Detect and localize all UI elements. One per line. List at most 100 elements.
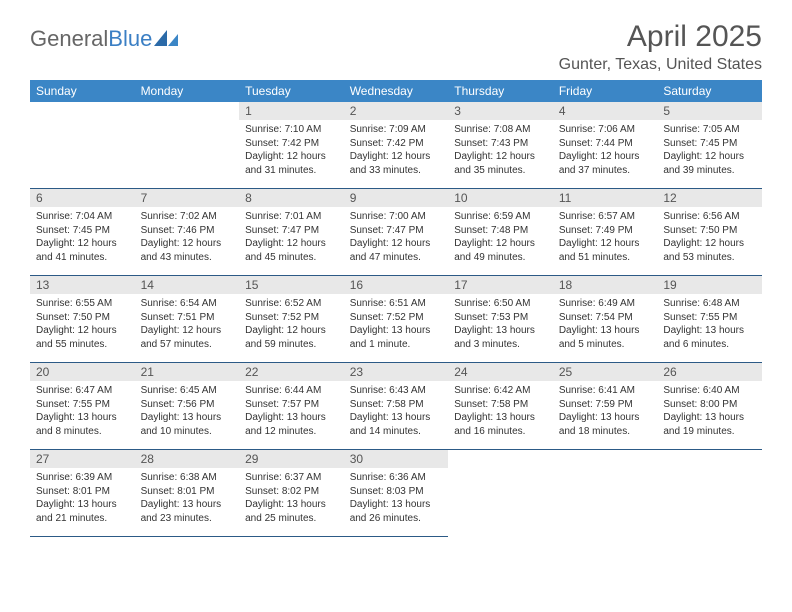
calendar-week: 27Sunrise: 6:39 AMSunset: 8:01 PMDayligh… [30, 450, 762, 537]
calendar-cell: 9Sunrise: 7:00 AMSunset: 7:47 PMDaylight… [344, 189, 449, 276]
day-details: Sunrise: 6:56 AMSunset: 7:50 PMDaylight:… [657, 207, 762, 268]
calendar-cell: 19Sunrise: 6:48 AMSunset: 7:55 PMDayligh… [657, 276, 762, 363]
calendar-cell: 28Sunrise: 6:38 AMSunset: 8:01 PMDayligh… [135, 450, 240, 537]
calendar-cell: 17Sunrise: 6:50 AMSunset: 7:53 PMDayligh… [448, 276, 553, 363]
day-number: 29 [239, 450, 344, 468]
day-details: Sunrise: 7:00 AMSunset: 7:47 PMDaylight:… [344, 207, 449, 268]
day-number: 19 [657, 276, 762, 294]
calendar-cell: 4Sunrise: 7:06 AMSunset: 7:44 PMDaylight… [553, 102, 658, 189]
calendar-cell: 8Sunrise: 7:01 AMSunset: 7:47 PMDaylight… [239, 189, 344, 276]
day-number: 8 [239, 189, 344, 207]
day-details: Sunrise: 6:37 AMSunset: 8:02 PMDaylight:… [239, 468, 344, 529]
day-number: 26 [657, 363, 762, 381]
calendar-cell: 16Sunrise: 6:51 AMSunset: 7:52 PMDayligh… [344, 276, 449, 363]
day-details: Sunrise: 6:45 AMSunset: 7:56 PMDaylight:… [135, 381, 240, 442]
day-number: 5 [657, 102, 762, 120]
calendar-cell: 27Sunrise: 6:39 AMSunset: 8:01 PMDayligh… [30, 450, 135, 537]
calendar-body: 1Sunrise: 7:10 AMSunset: 7:42 PMDaylight… [30, 102, 762, 537]
day-details: Sunrise: 7:02 AMSunset: 7:46 PMDaylight:… [135, 207, 240, 268]
calendar-cell: 3Sunrise: 7:08 AMSunset: 7:43 PMDaylight… [448, 102, 553, 189]
day-header: Saturday [657, 80, 762, 102]
day-details: Sunrise: 6:43 AMSunset: 7:58 PMDaylight:… [344, 381, 449, 442]
calendar-table: SundayMondayTuesdayWednesdayThursdayFrid… [30, 80, 762, 537]
day-details: Sunrise: 6:39 AMSunset: 8:01 PMDaylight:… [30, 468, 135, 529]
day-number: 28 [135, 450, 240, 468]
calendar-cell: 21Sunrise: 6:45 AMSunset: 7:56 PMDayligh… [135, 363, 240, 450]
day-details: Sunrise: 7:08 AMSunset: 7:43 PMDaylight:… [448, 120, 553, 181]
calendar-cell: 13Sunrise: 6:55 AMSunset: 7:50 PMDayligh… [30, 276, 135, 363]
calendar-cell: 6Sunrise: 7:04 AMSunset: 7:45 PMDaylight… [30, 189, 135, 276]
day-details: Sunrise: 6:49 AMSunset: 7:54 PMDaylight:… [553, 294, 658, 355]
day-number: 1 [239, 102, 344, 120]
day-header: Monday [135, 80, 240, 102]
day-header-row: SundayMondayTuesdayWednesdayThursdayFrid… [30, 80, 762, 102]
day-number: 23 [344, 363, 449, 381]
day-number: 14 [135, 276, 240, 294]
logo-sail-icon [154, 30, 180, 48]
calendar-cell: 15Sunrise: 6:52 AMSunset: 7:52 PMDayligh… [239, 276, 344, 363]
day-header: Friday [553, 80, 658, 102]
calendar-cell: 24Sunrise: 6:42 AMSunset: 7:58 PMDayligh… [448, 363, 553, 450]
brand-logo: GeneralBlue [30, 26, 180, 52]
day-details: Sunrise: 6:52 AMSunset: 7:52 PMDaylight:… [239, 294, 344, 355]
calendar-cell [553, 450, 658, 537]
day-number: 4 [553, 102, 658, 120]
day-details: Sunrise: 7:04 AMSunset: 7:45 PMDaylight:… [30, 207, 135, 268]
calendar-week: 13Sunrise: 6:55 AMSunset: 7:50 PMDayligh… [30, 276, 762, 363]
location: Gunter, Texas, United States [559, 56, 762, 74]
title-block: April 2025 Gunter, Texas, United States [559, 20, 762, 74]
day-number: 17 [448, 276, 553, 294]
day-details: Sunrise: 6:48 AMSunset: 7:55 PMDaylight:… [657, 294, 762, 355]
day-details: Sunrise: 7:09 AMSunset: 7:42 PMDaylight:… [344, 120, 449, 181]
calendar-cell [448, 450, 553, 537]
header: GeneralBlue April 2025 Gunter, Texas, Un… [30, 20, 762, 74]
calendar-cell: 18Sunrise: 6:49 AMSunset: 7:54 PMDayligh… [553, 276, 658, 363]
brand-part2: Blue [108, 26, 152, 52]
calendar-cell: 29Sunrise: 6:37 AMSunset: 8:02 PMDayligh… [239, 450, 344, 537]
day-number: 7 [135, 189, 240, 207]
day-details: Sunrise: 6:38 AMSunset: 8:01 PMDaylight:… [135, 468, 240, 529]
day-number: 18 [553, 276, 658, 294]
calendar-cell: 22Sunrise: 6:44 AMSunset: 7:57 PMDayligh… [239, 363, 344, 450]
day-details: Sunrise: 6:50 AMSunset: 7:53 PMDaylight:… [448, 294, 553, 355]
day-number: 6 [30, 189, 135, 207]
day-number: 20 [30, 363, 135, 381]
calendar-cell: 7Sunrise: 7:02 AMSunset: 7:46 PMDaylight… [135, 189, 240, 276]
brand-part1: General [30, 26, 108, 52]
day-details: Sunrise: 6:59 AMSunset: 7:48 PMDaylight:… [448, 207, 553, 268]
day-number: 27 [30, 450, 135, 468]
calendar-cell [135, 102, 240, 189]
day-details: Sunrise: 6:47 AMSunset: 7:55 PMDaylight:… [30, 381, 135, 442]
day-number: 9 [344, 189, 449, 207]
day-details: Sunrise: 6:51 AMSunset: 7:52 PMDaylight:… [344, 294, 449, 355]
calendar-cell: 2Sunrise: 7:09 AMSunset: 7:42 PMDaylight… [344, 102, 449, 189]
day-details: Sunrise: 6:44 AMSunset: 7:57 PMDaylight:… [239, 381, 344, 442]
day-number: 21 [135, 363, 240, 381]
day-details: Sunrise: 7:06 AMSunset: 7:44 PMDaylight:… [553, 120, 658, 181]
month-title: April 2025 [559, 20, 762, 54]
day-number: 10 [448, 189, 553, 207]
calendar-week: 20Sunrise: 6:47 AMSunset: 7:55 PMDayligh… [30, 363, 762, 450]
day-number: 2 [344, 102, 449, 120]
day-details: Sunrise: 6:42 AMSunset: 7:58 PMDaylight:… [448, 381, 553, 442]
calendar-cell: 12Sunrise: 6:56 AMSunset: 7:50 PMDayligh… [657, 189, 762, 276]
day-number: 16 [344, 276, 449, 294]
calendar-week: 1Sunrise: 7:10 AMSunset: 7:42 PMDaylight… [30, 102, 762, 189]
day-header: Wednesday [344, 80, 449, 102]
day-number: 30 [344, 450, 449, 468]
day-header: Thursday [448, 80, 553, 102]
day-number: 13 [30, 276, 135, 294]
calendar-cell: 5Sunrise: 7:05 AMSunset: 7:45 PMDaylight… [657, 102, 762, 189]
calendar-cell: 30Sunrise: 6:36 AMSunset: 8:03 PMDayligh… [344, 450, 449, 537]
day-number: 25 [553, 363, 658, 381]
calendar-cell: 26Sunrise: 6:40 AMSunset: 8:00 PMDayligh… [657, 363, 762, 450]
day-details: Sunrise: 6:36 AMSunset: 8:03 PMDaylight:… [344, 468, 449, 529]
day-number: 3 [448, 102, 553, 120]
day-details: Sunrise: 6:55 AMSunset: 7:50 PMDaylight:… [30, 294, 135, 355]
calendar-cell: 1Sunrise: 7:10 AMSunset: 7:42 PMDaylight… [239, 102, 344, 189]
day-details: Sunrise: 6:40 AMSunset: 8:00 PMDaylight:… [657, 381, 762, 442]
day-details: Sunrise: 6:41 AMSunset: 7:59 PMDaylight:… [553, 381, 658, 442]
calendar-cell [30, 102, 135, 189]
calendar-week: 6Sunrise: 7:04 AMSunset: 7:45 PMDaylight… [30, 189, 762, 276]
calendar-cell: 25Sunrise: 6:41 AMSunset: 7:59 PMDayligh… [553, 363, 658, 450]
